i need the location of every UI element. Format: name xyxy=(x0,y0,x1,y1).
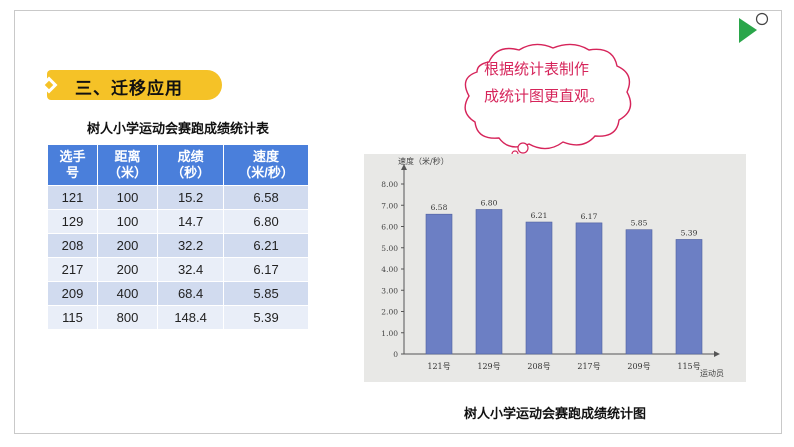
y-tick-label: 5.00 xyxy=(381,244,398,253)
header-line: （米/秒） xyxy=(238,165,294,180)
play-triangle-icon[interactable] xyxy=(736,10,772,46)
table-row: 217 200 32.4 6.17 xyxy=(47,257,309,282)
cell-distance: 800 xyxy=(96,305,159,330)
slide-frame xyxy=(14,10,782,434)
bar xyxy=(425,213,453,355)
header-line: （秒） xyxy=(171,165,211,180)
bar-value-label: 6.80 xyxy=(481,199,498,208)
bar xyxy=(575,222,603,355)
cell-distance: 200 xyxy=(96,257,159,282)
header-athlete-number: 选手 号 xyxy=(47,144,98,186)
x-tick-label: 209号 xyxy=(627,362,650,371)
cell-number: 115 xyxy=(47,305,98,330)
y-tick-label: 3.00 xyxy=(381,286,398,295)
table-title: 树人小学运动会赛跑成绩统计表 xyxy=(86,122,269,137)
x-tick-label: 217号 xyxy=(577,362,600,371)
cell-time: 148.4 xyxy=(157,305,225,330)
y-axis-arrow xyxy=(401,164,407,170)
bar xyxy=(475,209,503,355)
cell-speed: 6.58 xyxy=(223,185,309,210)
cell-number: 209 xyxy=(47,281,98,306)
header-speed: 速度 （米/秒） xyxy=(223,144,309,186)
x-axis-arrow xyxy=(714,351,720,357)
bar-value-label: 6.17 xyxy=(581,212,598,221)
bubble-text: 根据统计表制作 成统计图更直观。 xyxy=(484,56,624,110)
cell-time: 14.7 xyxy=(157,209,225,234)
bar-chart-image: 速度（米/秒） 运动员 0 1.00 2.00 3.00 4.00 5.00 6.00 7.00 8… xyxy=(364,154,746,382)
table-row: 208 200 32.2 6.21 xyxy=(47,233,309,258)
bar-value-label: 5.39 xyxy=(681,228,698,237)
cell-number: 121 xyxy=(47,185,98,210)
cell-number: 129 xyxy=(47,209,98,234)
bar-chart: 速度（米/秒） 运动员 0 1.00 2.00 3.00 4.00 5.00 6.00 7.00 8… xyxy=(381,156,724,378)
thought-bubble xyxy=(464,43,632,158)
table-row: 209 400 68.4 5.85 xyxy=(47,281,309,306)
cell-time: 15.2 xyxy=(157,185,225,210)
cell-speed: 5.39 xyxy=(223,305,309,330)
cell-speed: 5.85 xyxy=(223,281,309,306)
y-tick-label: 6.00 xyxy=(381,223,398,232)
table-row: 129 100 14.7 6.80 xyxy=(47,209,309,234)
stats-table: 选手 号 距离 （米） 成绩 （秒） 速度 （米/秒） 121 100 15.2… xyxy=(47,144,309,330)
bubble-line: 根据统计表制作 xyxy=(484,60,590,78)
cell-distance: 100 xyxy=(96,185,159,210)
table-row: 121 100 15.2 6.58 xyxy=(47,185,309,210)
cell-time: 68.4 xyxy=(157,281,225,306)
header-line: 距离 xyxy=(114,149,141,164)
bar xyxy=(525,221,553,355)
x-tick-label: 208号 xyxy=(527,362,550,371)
y-axis-label: 速度（米/秒） xyxy=(398,156,449,166)
x-tick-label: 129号 xyxy=(477,362,500,371)
x-tick-label: 115号 xyxy=(677,362,700,371)
chart-title: 树人小学运动会赛跑成绩统计图 xyxy=(463,407,646,422)
cell-distance: 100 xyxy=(96,209,159,234)
section-heading-label: 三、迁移应用 xyxy=(75,79,183,99)
cell-distance: 400 xyxy=(96,281,159,306)
cell-number: 217 xyxy=(47,257,98,282)
header-line: 选手 xyxy=(59,149,86,164)
cell-number: 208 xyxy=(47,233,98,258)
header-line: 成绩 xyxy=(177,149,204,164)
cell-time: 32.2 xyxy=(157,233,225,258)
bar-value-label: 5.85 xyxy=(631,219,648,228)
y-tick-label: 2.00 xyxy=(381,308,398,317)
x-axis-label: 运动员 xyxy=(700,368,724,378)
header-line: （米） xyxy=(108,165,148,180)
bubble-line: 成统计图更直观。 xyxy=(484,87,605,105)
cell-distance: 200 xyxy=(96,233,159,258)
cell-time: 32.4 xyxy=(157,257,225,282)
header-line: 号 xyxy=(65,165,79,180)
y-tick-label: 1.00 xyxy=(381,329,398,338)
bar xyxy=(625,229,653,355)
y-tick-label: 8.00 xyxy=(381,180,398,189)
bar-value-label: 6.58 xyxy=(431,203,448,212)
cell-speed: 6.17 xyxy=(223,257,309,282)
x-tick-label: 121号 xyxy=(427,362,450,371)
y-tick-label: 4.00 xyxy=(381,265,398,274)
cell-speed: 6.80 xyxy=(223,209,309,234)
table-header-row: 选手 号 距离 （米） 成绩 （秒） 速度 （米/秒） xyxy=(47,144,309,186)
bar xyxy=(675,239,703,355)
header-line: 速度 xyxy=(253,149,280,164)
bar-value-label: 6.21 xyxy=(531,211,548,220)
y-tick-label: 7.00 xyxy=(381,201,398,210)
header-time: 成绩 （秒） xyxy=(157,144,225,186)
y-tick-label: 0 xyxy=(393,350,398,359)
table-row: 115 800 148.4 5.39 xyxy=(47,305,309,330)
cell-speed: 6.21 xyxy=(223,233,309,258)
section-heading-tag: 三、迁移应用 xyxy=(40,70,222,100)
header-distance: 距离 （米） xyxy=(96,144,159,186)
